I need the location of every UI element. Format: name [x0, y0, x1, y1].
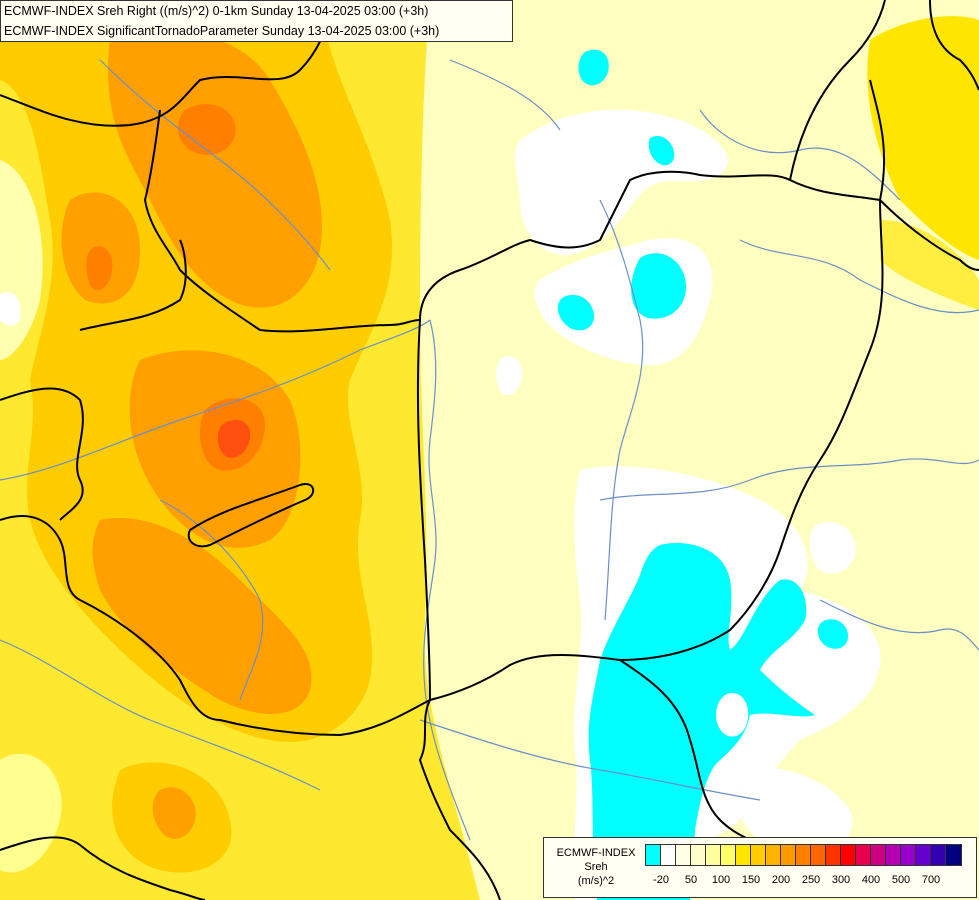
lake-balaton: [187, 483, 315, 548]
title-line-2: ECMWF-INDEX SignificantTornadoParameter …: [4, 24, 440, 38]
legend-swatch: [916, 845, 931, 865]
northwest-dark-orange-core: [86, 246, 113, 290]
legend-tick-label: 200: [771, 874, 791, 886]
east-white-ring: [809, 521, 856, 574]
legend-line-3: (m/s)^2: [577, 875, 615, 887]
rivers: [0, 59, 979, 841]
legend-swatch: [946, 845, 961, 865]
legend-swatch: [901, 845, 916, 865]
border-east-hungary: [619, 199, 884, 661]
legend-caption: ECMWF-INDEX Sreh (m/s)^2: [550, 846, 642, 888]
river-5: [739, 239, 979, 314]
central-cyan-blob: [631, 253, 687, 319]
river-3: [599, 199, 644, 621]
border-romania: [619, 659, 751, 841]
legend-tick-label: 300: [831, 874, 851, 886]
river-6: [599, 458, 979, 501]
legend-swatch: [826, 845, 841, 865]
legend-swatch: [856, 845, 871, 865]
north-white-patch: [515, 109, 728, 256]
border-north: [0, 0, 336, 127]
southwest-orange-area: [92, 518, 312, 714]
border-west-central: [0, 387, 84, 521]
legend-swatch: [706, 845, 721, 865]
north-orange-area: [108, 30, 322, 308]
southeast-white-hole: [715, 692, 749, 737]
legend-swatch: [871, 845, 886, 865]
legend-swatch: [661, 845, 676, 865]
north-dark-orange-core: [178, 104, 236, 155]
border-slovakia-hungary: [419, 170, 979, 321]
legend-swatch: [646, 845, 661, 865]
river-11: [819, 599, 979, 651]
legend-swatch: [751, 845, 766, 865]
southeast-cyan-area: [588, 543, 815, 900]
legend-tick-label: -20: [653, 874, 669, 886]
northeast-orange-yellow-patch: [867, 16, 979, 261]
border-southwest: [0, 836, 206, 900]
border-east-edge: [869, 79, 886, 201]
legend-swatch: [736, 845, 751, 865]
legend-swatch: [721, 845, 736, 865]
border-slovenia-croatia: [0, 515, 431, 737]
legend-tick-labels: -20 50 100 150 200 250 300 400 500 700: [645, 874, 965, 890]
west-white-patch: [0, 291, 21, 326]
small-white-patch: [496, 356, 523, 396]
west-cyan-blob: [557, 294, 595, 331]
legend-swatch: [781, 845, 796, 865]
east-cyan-blob: [817, 619, 848, 649]
legend-tick-label: 50: [684, 874, 698, 886]
border-south-hungary: [418, 654, 621, 900]
border-northeast: [929, 0, 979, 91]
border-east-ukraine: [789, 0, 886, 181]
legend-color-bar: [645, 844, 962, 866]
legend-tick-label: 150: [741, 874, 761, 886]
title-line-1: ECMWF-INDEX Sreh Right ((m/s)^2) 0-1km S…: [4, 4, 429, 18]
east-yellow-patch: [880, 220, 979, 310]
river-12: [159, 499, 264, 701]
river-1: [423, 319, 471, 841]
river-7: [419, 719, 761, 801]
border-upper-west: [143, 109, 421, 333]
legend-tick-label: 500: [891, 874, 911, 886]
legend-swatch: [766, 845, 781, 865]
border-west-loop: [79, 239, 187, 331]
river-10: [449, 59, 561, 131]
legend-tick-label: 100: [711, 874, 731, 886]
legend-swatch: [841, 845, 856, 865]
map-title-box: ECMWF-INDEX Sreh Right ((m/s)^2) 0-1km S…: [0, 0, 513, 42]
legend-swatch: [691, 845, 706, 865]
legend-line-2: Sreh: [584, 861, 608, 873]
river-8: [0, 639, 321, 791]
legend-swatch: [931, 845, 946, 865]
legend-swatch: [676, 845, 691, 865]
river-4: [699, 109, 901, 201]
border-austria-hungary: [416, 319, 431, 701]
legend-tick-label: 250: [801, 874, 821, 886]
river-2: [0, 319, 431, 481]
southwest-pale-patch: [0, 753, 62, 873]
legend-swatch: [796, 845, 811, 865]
south-orange-spot: [152, 787, 196, 839]
north-cyan-blob: [578, 49, 609, 86]
southeast-white-lobe: [736, 767, 853, 856]
north-cyan-strip: [648, 135, 675, 166]
river-9: [99, 59, 331, 271]
legend-swatch: [886, 845, 901, 865]
legend-line-1: ECMWF-INDEX: [556, 847, 636, 859]
color-legend: ECMWF-INDEX Sreh (m/s)^2 -20 50 100 150 200 2…: [543, 837, 977, 898]
central-red-core: [217, 419, 251, 458]
legend-tick-label: 400: [861, 874, 881, 886]
legend-tick-label: 700: [921, 874, 941, 886]
legend-swatch: [811, 845, 826, 865]
